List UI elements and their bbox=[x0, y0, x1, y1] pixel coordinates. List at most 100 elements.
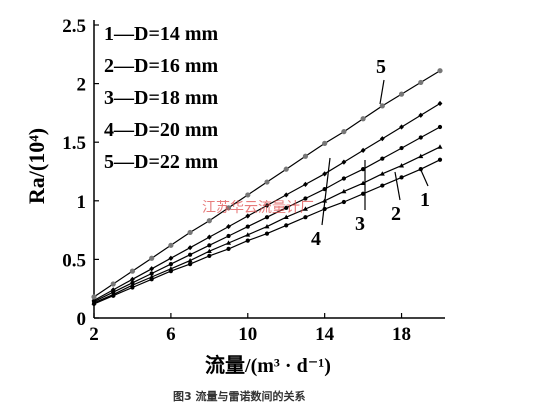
series-2-point bbox=[418, 153, 424, 159]
series-1-point bbox=[437, 157, 443, 162]
series-2-point bbox=[379, 171, 385, 176]
series-3-point bbox=[380, 156, 385, 161]
series-4-point bbox=[399, 124, 404, 130]
callout-label-3: 3 bbox=[355, 213, 365, 235]
series-5-point bbox=[398, 91, 405, 97]
series-1-point bbox=[245, 238, 250, 243]
series-3-point bbox=[168, 261, 173, 267]
series-5-point bbox=[110, 281, 116, 287]
callout-label-1: 1 bbox=[420, 189, 430, 211]
x-tick-label: 18 bbox=[392, 324, 411, 345]
series-3-point bbox=[399, 145, 404, 151]
series-5-point bbox=[149, 255, 155, 261]
y-tick-label: 2.5 bbox=[62, 16, 86, 37]
series-2-point bbox=[341, 188, 347, 194]
x-tick-label: 2 bbox=[89, 324, 99, 345]
series-2-point bbox=[399, 163, 405, 168]
legend-entry-2: 2—D=16 mm bbox=[104, 55, 219, 77]
series-2-point bbox=[149, 274, 155, 279]
series-layer bbox=[91, 68, 443, 307]
series-3-point bbox=[226, 233, 231, 239]
series-4 bbox=[91, 100, 443, 304]
series-4-point bbox=[226, 223, 231, 230]
series-4-point bbox=[283, 192, 289, 198]
callout-label-4: 4 bbox=[311, 228, 321, 250]
series-5-point bbox=[379, 103, 385, 109]
series-4-point bbox=[168, 255, 174, 261]
callout-line-1 bbox=[419, 167, 429, 187]
series-4-point bbox=[110, 287, 116, 293]
series-5-point bbox=[168, 242, 174, 248]
series-3-point bbox=[341, 176, 346, 181]
series-4-point bbox=[245, 213, 251, 219]
series-5 bbox=[91, 68, 443, 300]
series-5-point bbox=[91, 294, 97, 300]
y-tick-label: 1 bbox=[77, 192, 87, 213]
series-2-point bbox=[245, 232, 251, 237]
legend-entry-4: 4—D=20 mm bbox=[104, 119, 219, 141]
series-2-point bbox=[283, 214, 289, 220]
callout-label-5: 5 bbox=[376, 56, 386, 78]
y-tick-label: 2 bbox=[77, 75, 87, 96]
series-5-point bbox=[245, 192, 251, 198]
callout-line-2 bbox=[394, 171, 401, 201]
series-2-point bbox=[302, 206, 308, 211]
series-3-point bbox=[303, 196, 308, 201]
x-tick-label: 6 bbox=[166, 324, 176, 345]
series-1-point bbox=[399, 175, 404, 180]
series-2-point bbox=[187, 257, 193, 263]
series-1-point bbox=[361, 191, 366, 196]
legend-entry-3: 3—D=18 mm bbox=[104, 87, 219, 109]
series-5-point bbox=[283, 166, 289, 172]
y-tick-label: 1.5 bbox=[62, 133, 86, 154]
series-4-point bbox=[322, 171, 328, 177]
y-tick-label: 0 bbox=[77, 309, 87, 330]
series-4-point bbox=[264, 202, 270, 209]
series-3-point bbox=[437, 124, 443, 130]
series-5-point bbox=[206, 218, 212, 224]
series-4-point bbox=[341, 159, 347, 165]
series-3-point bbox=[207, 243, 212, 248]
figure-caption: 图3 流量与雷诺数间的关系 bbox=[173, 389, 305, 403]
series-5-point bbox=[322, 140, 328, 146]
legend-entry-5: 5—D=22 mm bbox=[104, 151, 219, 173]
series-4-point bbox=[437, 100, 443, 107]
series-3 bbox=[91, 124, 443, 304]
series-3-point bbox=[284, 205, 289, 210]
series-1-point bbox=[303, 215, 308, 220]
series-4-point bbox=[149, 266, 155, 272]
series-2-point bbox=[226, 240, 232, 245]
series-2-point bbox=[360, 180, 366, 186]
series-1-point bbox=[207, 253, 212, 258]
x-tick-label: 10 bbox=[238, 324, 257, 345]
series-4-point bbox=[187, 245, 193, 251]
series-5-point bbox=[225, 205, 232, 211]
series-2-point bbox=[437, 144, 443, 149]
series-5-point bbox=[341, 129, 347, 135]
callout-label-2: 2 bbox=[391, 203, 401, 225]
series-4-point bbox=[206, 234, 212, 240]
series-1-point bbox=[226, 246, 231, 251]
series-3-point bbox=[245, 224, 250, 229]
y-axis-label: Ra/(10⁴) bbox=[24, 128, 49, 204]
series-5-point bbox=[302, 153, 309, 159]
series-3-point bbox=[130, 280, 135, 285]
series-3-point bbox=[149, 271, 154, 276]
series-1-point bbox=[284, 223, 289, 228]
callout-line-5 bbox=[379, 79, 385, 105]
series-2-point bbox=[264, 223, 270, 229]
series-5-point bbox=[264, 179, 270, 185]
series-2-point bbox=[206, 248, 212, 253]
series-3-point bbox=[418, 135, 423, 140]
series-4-point bbox=[418, 112, 424, 118]
callout-layer: 12 3 4 5 bbox=[311, 56, 430, 250]
x-tick-label: 14 bbox=[315, 324, 335, 345]
series-1-point bbox=[264, 231, 270, 236]
legend-entry-1: 1—D=14 mm bbox=[104, 23, 219, 45]
series-5-point bbox=[187, 229, 193, 236]
watermark: 江苏华云流量计厂 bbox=[202, 200, 314, 216]
series-3-point bbox=[264, 215, 270, 220]
series-5-point bbox=[437, 68, 443, 74]
